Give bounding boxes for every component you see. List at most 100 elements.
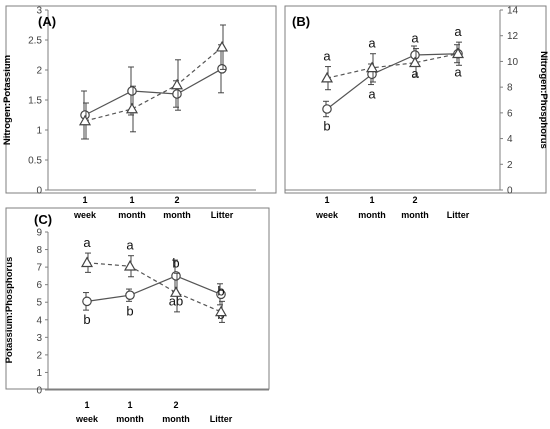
significance-label: a [454, 65, 462, 80]
significance-label: ab [169, 294, 183, 309]
panel-title: (A) [38, 14, 56, 29]
x-tick-label: week [73, 210, 97, 220]
series-circle [80, 44, 227, 140]
y-axis-label: Nitrogen:Potassium [2, 55, 13, 145]
data-point-circle [216, 289, 226, 300]
x-tick-label: 1 [324, 195, 329, 205]
x-tick-label: 2 [412, 195, 417, 205]
data-point-circle [125, 290, 135, 300]
data-point-circle [82, 296, 92, 307]
series-triangle: a a a a [320, 24, 465, 91]
y-tick-label: 10 [507, 57, 519, 68]
x-tick-label: 1 [127, 400, 132, 410]
x-tick-label: 1 [369, 195, 374, 205]
y-axis-label: Nitrogen:Phosphorus [538, 51, 549, 149]
y-tick-label: 14 [507, 6, 519, 17]
y-tick-label: 6 [507, 108, 513, 119]
x-tick-label: 2 [173, 400, 178, 410]
data-point-triangle [80, 256, 94, 268]
x-tick-label: month [162, 414, 190, 424]
data-point-triangle [320, 71, 334, 83]
x-tick-label: 1 [129, 195, 134, 205]
data-point-triangle [408, 56, 422, 68]
x-tick-label: month [116, 414, 144, 424]
y-tick-label: 0 [36, 386, 42, 397]
y-axis-label: Potassium:Phosphorus [4, 257, 15, 364]
significance-label: a [368, 87, 376, 102]
panel-frame [5, 207, 270, 390]
significance-label: a [411, 31, 419, 46]
data-point-triangle [123, 260, 137, 271]
data-point-triangle [214, 305, 228, 317]
data-point-triangle [125, 102, 139, 114]
panel-frame [5, 5, 277, 194]
y-tick-label: 2 [36, 350, 42, 361]
significance-label: b [172, 255, 179, 270]
significance-label: a [411, 66, 419, 81]
data-point-circle [171, 271, 181, 281]
series-line [84, 68, 223, 116]
y-tick-label: 1.5 [28, 96, 42, 107]
y-tick-label: 3 [36, 333, 42, 344]
data-point-triangle [170, 78, 184, 90]
significance-label: a [83, 235, 91, 250]
x-tick-label: week [75, 414, 99, 424]
series-line [326, 53, 459, 110]
significance-label: a [368, 36, 376, 51]
y-tick-label: 7 [36, 263, 42, 274]
data-point-circle [172, 89, 182, 99]
panel-title: (C) [34, 212, 52, 227]
y-tick-label: 0 [36, 186, 42, 197]
x-tick-label: month [118, 210, 146, 220]
data-point-triangle [78, 114, 92, 126]
x-tick-label: Litter [447, 210, 470, 220]
data-point-circle [217, 64, 227, 74]
x-tick-label: Litter [211, 210, 234, 220]
x-tick-label: week [315, 210, 339, 220]
series-line [86, 275, 222, 302]
series-triangle [78, 24, 229, 140]
y-tick-label: 8 [507, 83, 513, 94]
y-tick-label: 3 [36, 6, 42, 17]
significance-label: b [217, 283, 224, 298]
y-tick-label: 6 [36, 280, 42, 291]
y-tick-label: 2 [507, 160, 513, 171]
panel-frame [284, 5, 547, 194]
y-tick-label: 2 [36, 66, 42, 77]
y-tick-label: 8 [36, 245, 42, 256]
panel-a: 0 0.5 1 1.5 2 2.5 3 Nitrogen:Potassium (A) 1 week 1… [2, 5, 277, 220]
significance-label: a [454, 24, 462, 39]
y-tick-label: 1 [36, 368, 42, 379]
series-line [84, 46, 223, 122]
data-point-triangle [365, 61, 379, 73]
y-tick-label: 0 [507, 186, 513, 197]
significance-label: b [83, 312, 90, 327]
y-tick-label: 9 [36, 228, 42, 239]
x-tick-label: 1 [84, 400, 89, 410]
x-tick-label: month [401, 210, 429, 220]
x-tick-label: month [358, 210, 386, 220]
data-point-circle [127, 86, 137, 96]
y-tick-label: 4 [507, 134, 513, 145]
panel-b: 0 2 4 6 8 10 12 14 Nitrogen:Phosphorus (B) 1 week 1 m… [284, 5, 549, 220]
x-tick-label: 2 [174, 195, 179, 205]
panel-c: 0 1 2 3 4 5 6 7 8 9 Potassium:Phosphorus (C) 1 week 1 m… [4, 207, 270, 424]
y-tick-label: 1 [36, 126, 42, 137]
data-point-circle [322, 104, 332, 114]
y-tick-label: 2.5 [28, 36, 42, 47]
series-line [326, 53, 459, 79]
x-tick-label: Litter [210, 414, 233, 424]
x-tick-label: month [163, 210, 191, 220]
significance-label: b [126, 303, 133, 318]
panel-title: (B) [292, 14, 310, 29]
y-tick-label: 12 [507, 31, 519, 42]
y-tick-label: 4 [36, 315, 42, 326]
y-tick-label: 0.5 [28, 156, 42, 167]
data-point-triangle [451, 47, 465, 59]
series-triangle: a ab b [80, 235, 228, 323]
data-point-triangle [215, 40, 229, 52]
series-line [86, 262, 222, 313]
significance-label: b [323, 119, 330, 134]
